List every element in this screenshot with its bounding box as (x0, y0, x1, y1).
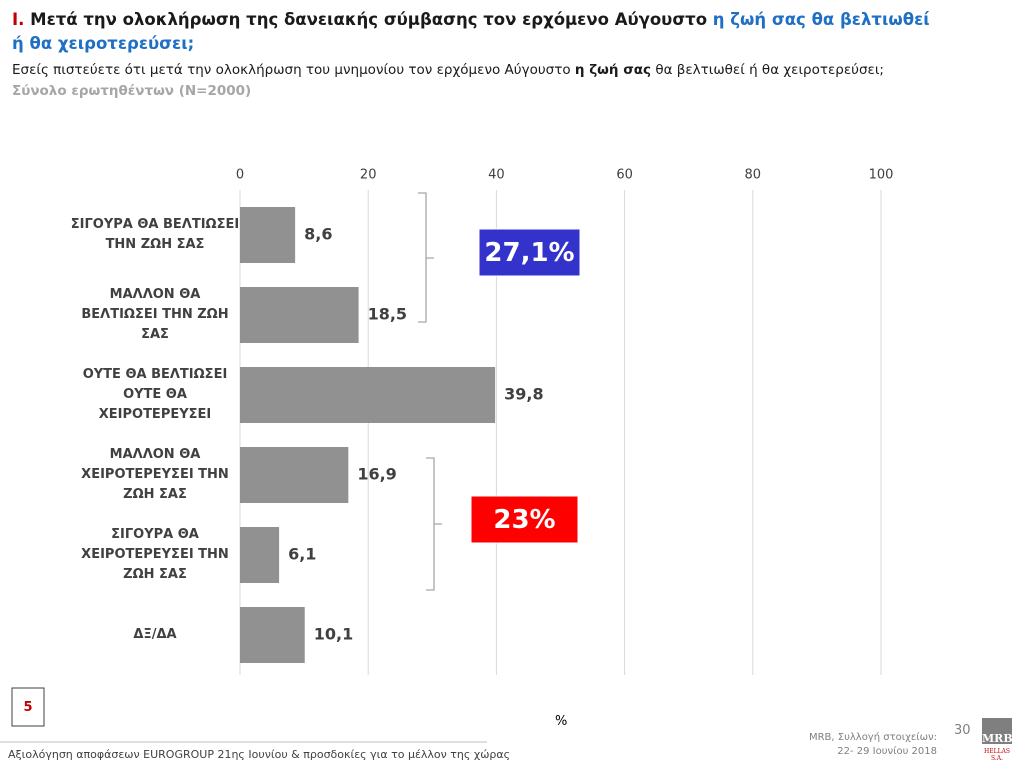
x-tick-label: 0 (236, 168, 244, 183)
source-line: 22- 29 Ιουνίου 2018 (837, 746, 937, 757)
y-tick-label: ΣΙΓΟΥΡΑ ΘΑ ΧΕΙΡΟΤΕΡΕΥΣΕΙ ΤΗΝ ΖΩΗ ΣΑΣ (81, 527, 229, 582)
x-tick-label: 60 (616, 168, 633, 183)
value-label: 10,1 (314, 625, 353, 644)
page-box-text: 5 (23, 699, 33, 715)
x-tick-label: 80 (745, 168, 762, 183)
question-bold: η ζωή σας (574, 62, 652, 78)
y-tick-label: ΜΑΛΛΟΝ ΘΑ ΒΕΛΤΙΩΣΕΙ ΤΗΝ ΖΩΗ ΣΑΣ (81, 287, 229, 342)
annotation: 23% (493, 505, 555, 535)
bracket (426, 457, 442, 591)
value-label: 16,9 (357, 465, 396, 484)
value-label: 18,5 (368, 305, 407, 324)
bar (240, 207, 296, 263)
page-box (11, 687, 45, 727)
x-tick-label: 20 (360, 168, 377, 183)
annotation-box (478, 228, 581, 277)
y-tick-label: ΟΥΤΕ ΘΑ ΒΕΛΤΙΩΣΕΙ ΟΥΤΕ ΘΑ ΧΕΙΡΟΤΕΡΕΥΣΕΙ (82, 367, 228, 422)
bar (240, 527, 280, 583)
footer-caption: Αξιολόγηση αποφάσεων EUROGROUP 21ης Ιουν… (8, 748, 511, 761)
y-tick-label: ΜΑΛΛΟΝ ΘΑ ΧΕΙΡΟΤΕΡΕΥΣΕΙ ΤΗΝ ΖΩΗ ΣΑΣ (81, 447, 229, 502)
title-highlight: η ζωή σας θα βελτιωθεί ή θα χειροτερεύσε… (12, 10, 930, 53)
page-number: 30 (954, 723, 971, 738)
question-text: θα βελτιωθεί ή θα χειροτερεύσει; (655, 62, 884, 78)
y-tick-label: ΔΞ/ΔΑ (133, 627, 177, 642)
source-line: MRB, Συλλογή στοιχείων: (808, 732, 937, 743)
bar (240, 607, 305, 663)
value-label: 6,1 (288, 545, 316, 564)
annotation-box (470, 495, 579, 544)
bar (240, 447, 349, 503)
sample: Σύνολο ερωτηθέντων (N=2000) (12, 83, 252, 99)
source: MRB, Συλλογή στοιχείων: 22- 29 Ιουνίου 20… (809, 731, 937, 759)
y-tick-label: ΣΙΓΟΥΡΑ ΘΑ ΒΕΛΤΙΩΣΕΙ ΤΗΝ ΖΩΗ ΣΑΣ (70, 217, 240, 252)
question-text: Εσείς πιστεύετε ότι μετά την ολοκλήρωση … (12, 62, 571, 78)
title: Ι. Μετά την ολοκλήρωση της δανειακής σύμ… (12, 8, 942, 56)
logo: MRB (982, 732, 1013, 745)
title-number: Ι. (12, 10, 25, 29)
x-axis-label: % (555, 714, 568, 729)
bracket (418, 192, 434, 323)
bar (240, 367, 496, 423)
bar (240, 287, 359, 343)
question: Εσείς πιστεύετε ότι μετά την ολοκλήρωση … (12, 62, 884, 78)
title-text: Μετά την ολοκλήρωση της δανειακής σύμβασ… (30, 10, 708, 29)
annotation: 27,1% (484, 238, 574, 268)
logo-mark (982, 718, 1012, 744)
value-label: 8,6 (304, 225, 332, 244)
logo-sub: HELLAS S.A. (983, 748, 1011, 762)
value-label: 39,8 (504, 385, 543, 404)
x-tick-label: 40 (488, 168, 505, 183)
x-tick-label: 100 (869, 168, 894, 183)
